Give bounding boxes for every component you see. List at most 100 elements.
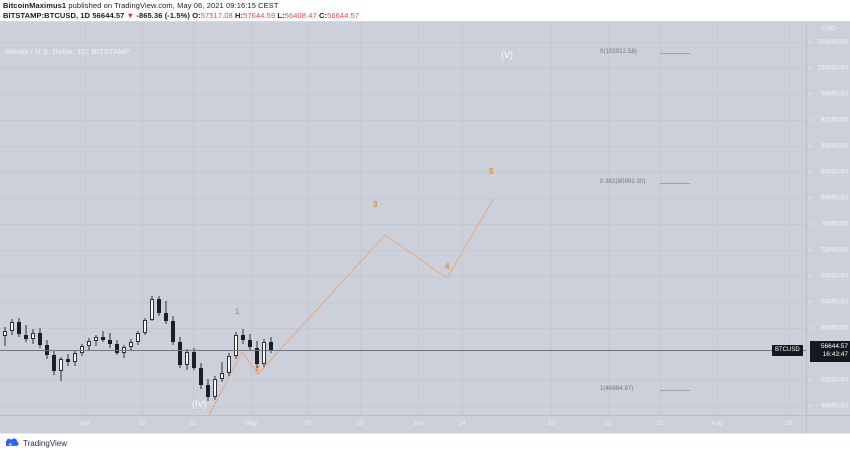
time-tick-label: 16 <box>785 420 793 427</box>
time-tick-label: 19 <box>356 420 364 427</box>
price-tick-label: 52000.00 <box>820 376 848 384</box>
candle <box>170 22 176 415</box>
candle <box>184 22 190 415</box>
candle <box>135 22 141 415</box>
gridline-vertical <box>789 22 790 415</box>
candle-body-up <box>149 299 155 320</box>
price-axis[interactable]: USD 104000.00 100000.00 96000.00 92000.00 88… <box>806 22 850 436</box>
candle-body-up <box>219 372 225 379</box>
candle-body-down <box>107 340 113 345</box>
time-tick-label: Jul <box>546 420 556 427</box>
gridline-vertical <box>85 22 86 415</box>
candle <box>58 22 64 415</box>
gridline-vertical <box>308 22 309 415</box>
gridline-horizontal <box>0 68 806 69</box>
candle <box>149 22 155 415</box>
gridline-horizontal <box>0 94 806 95</box>
wave-degree-label: (IV) <box>192 399 207 409</box>
candle <box>233 22 239 415</box>
candle-body-down <box>65 359 71 362</box>
time-tick-label: Apr <box>79 420 91 427</box>
gridline-vertical <box>251 22 252 415</box>
candle-body-down <box>191 352 197 368</box>
candle <box>156 22 162 415</box>
gridline-vertical <box>418 22 419 415</box>
price-tick-mark <box>809 67 812 69</box>
candle <box>65 22 71 415</box>
gridline-horizontal <box>0 250 806 251</box>
author-name: BitcoinMaximus1 <box>3 1 67 10</box>
footer-bar: TradingView <box>0 433 850 453</box>
candle <box>261 22 267 415</box>
price-tick-mark <box>809 223 812 225</box>
price-tick-label: 96000.00 <box>820 90 848 98</box>
gridline-vertical <box>717 22 718 415</box>
candle-body-up <box>261 341 267 365</box>
candle-body-up <box>58 359 64 371</box>
gridline-horizontal <box>0 276 806 277</box>
price-tick-mark <box>809 379 812 381</box>
gridline-horizontal <box>0 224 806 225</box>
candle-body-up <box>226 355 232 373</box>
candle <box>226 22 232 415</box>
price-tick-mark <box>809 41 812 43</box>
price-tick-label: 72000.00 <box>820 246 848 254</box>
candle <box>121 22 127 415</box>
open-value: 57517.08 <box>200 11 233 20</box>
time-tick-label: 12 <box>138 420 146 427</box>
tradingview-logo-icon <box>6 438 19 447</box>
candle <box>163 22 169 415</box>
candle-body-down <box>163 313 169 321</box>
low-value: 56408.47 <box>284 11 317 20</box>
candle-body-down <box>156 299 162 314</box>
candle <box>114 22 120 415</box>
candle <box>86 22 92 415</box>
price-tick-mark <box>809 197 812 199</box>
chart-symbol-label: Bitcoin / U.S. Dollar, 1D, BITSTAMP <box>5 47 130 56</box>
time-axis[interactable]: Apr 12 21 May 10 19 Jun 14 Jul 12 21 Aug 16 <box>0 415 850 433</box>
candle <box>2 22 8 415</box>
time-tick-label: 21 <box>189 420 197 427</box>
candle <box>79 22 85 415</box>
candle-body-down <box>247 339 253 348</box>
candle-body-up <box>2 330 8 336</box>
tradingview-logo[interactable]: TradingView <box>6 438 67 448</box>
chart-header: BitcoinMaximus1 published on TradingView… <box>0 0 850 22</box>
high-label: H: <box>235 11 244 20</box>
wave-label-1: 1 <box>235 307 240 316</box>
open-label: O: <box>192 11 201 20</box>
wave-label-4: 4 <box>445 262 450 271</box>
wave-label-3: 3 <box>373 200 378 209</box>
elliott-wave-projection <box>208 197 495 415</box>
gridline-horizontal <box>0 302 806 303</box>
current-price-badge: 56644.57 16:43:47 <box>810 340 850 362</box>
gridline-horizontal <box>0 198 806 199</box>
gridline-horizontal <box>0 120 806 121</box>
price-tick-mark <box>809 301 812 303</box>
candle-body-up <box>30 332 36 340</box>
candle-body-up <box>233 335 239 356</box>
candle-body-up <box>86 341 92 347</box>
gridline-horizontal <box>0 406 806 407</box>
candle-wick <box>25 325 27 342</box>
price-axis-currency: USD <box>822 25 836 32</box>
gridline-horizontal <box>0 146 806 147</box>
time-tick-label: 12 <box>604 420 612 427</box>
header-divider <box>0 21 850 22</box>
price-tick-mark <box>809 405 812 407</box>
gridline-vertical <box>462 22 463 415</box>
change-absolute: -865.36 <box>136 11 163 20</box>
candle-body-down <box>16 322 22 335</box>
current-time-value: 16:43:47 <box>822 351 848 359</box>
candle <box>198 22 204 415</box>
close-label: C: <box>318 11 328 20</box>
gridline-horizontal <box>0 328 806 329</box>
wave-label-5: 5 <box>489 167 494 176</box>
candle <box>219 22 225 415</box>
candle <box>100 22 106 415</box>
time-tick-label: 21 <box>656 420 664 427</box>
chart-pane[interactable]: Bitcoin / U.S. Dollar, 1D, BITSTAMP 0(10… <box>0 22 806 433</box>
wave-degree-label: (V) <box>501 50 513 60</box>
candle <box>72 22 78 415</box>
